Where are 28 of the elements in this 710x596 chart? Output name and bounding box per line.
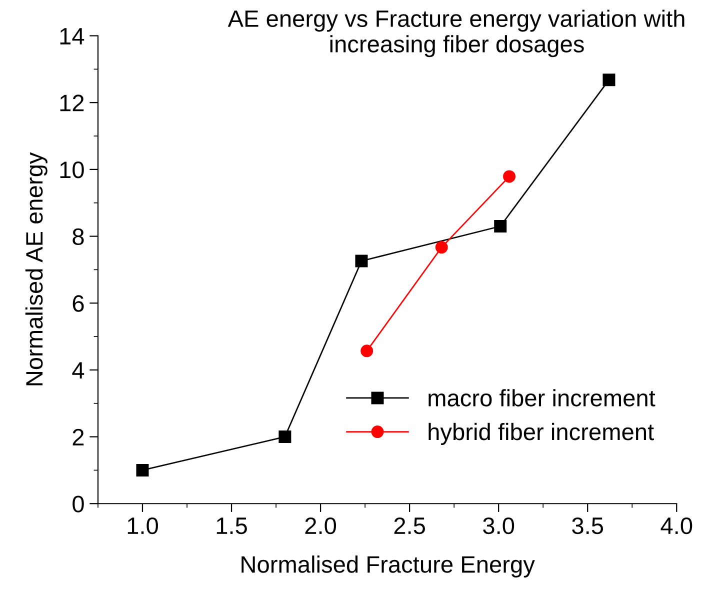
y-tick-label: 6 (72, 295, 84, 312)
point (494, 220, 507, 232)
x-tick-label: 1.5 (216, 518, 247, 534)
x-tick-label: 3.5 (572, 517, 604, 534)
point (435, 241, 448, 254)
x-tick-label: 2.5 (394, 517, 425, 534)
y-tick-label: 0 (72, 496, 84, 512)
x-tick-label: 1.0 (128, 517, 158, 534)
y-axis-title: Normalised AE energy (25, 152, 48, 386)
point (278, 430, 292, 444)
x-axis-title: Normalised Fracture Energy (242, 555, 535, 578)
legend-label: macro fiber increment (428, 389, 656, 406)
point (355, 254, 368, 268)
x-tick-label: 3.0 (483, 517, 514, 534)
y-tick-label: 8 (72, 228, 84, 246)
point (602, 74, 616, 86)
chart-title: AE energy vs Fracture energy variation with increasing fiber dosages (228, 10, 684, 58)
y-tick-label: 10 (60, 162, 84, 178)
y-tick-label: 2 (72, 428, 84, 446)
y-tick-label: 12 (60, 94, 84, 112)
legend-label: hybrid fiber increment (428, 422, 654, 445)
x-tick-label: 4.0 (660, 517, 692, 534)
y-tick-label: 4 (72, 362, 84, 378)
x-tick-label: 2.0 (305, 517, 336, 534)
point (503, 170, 516, 183)
y-tick-label: 14 (60, 28, 84, 44)
point (136, 464, 149, 476)
point (360, 344, 374, 358)
